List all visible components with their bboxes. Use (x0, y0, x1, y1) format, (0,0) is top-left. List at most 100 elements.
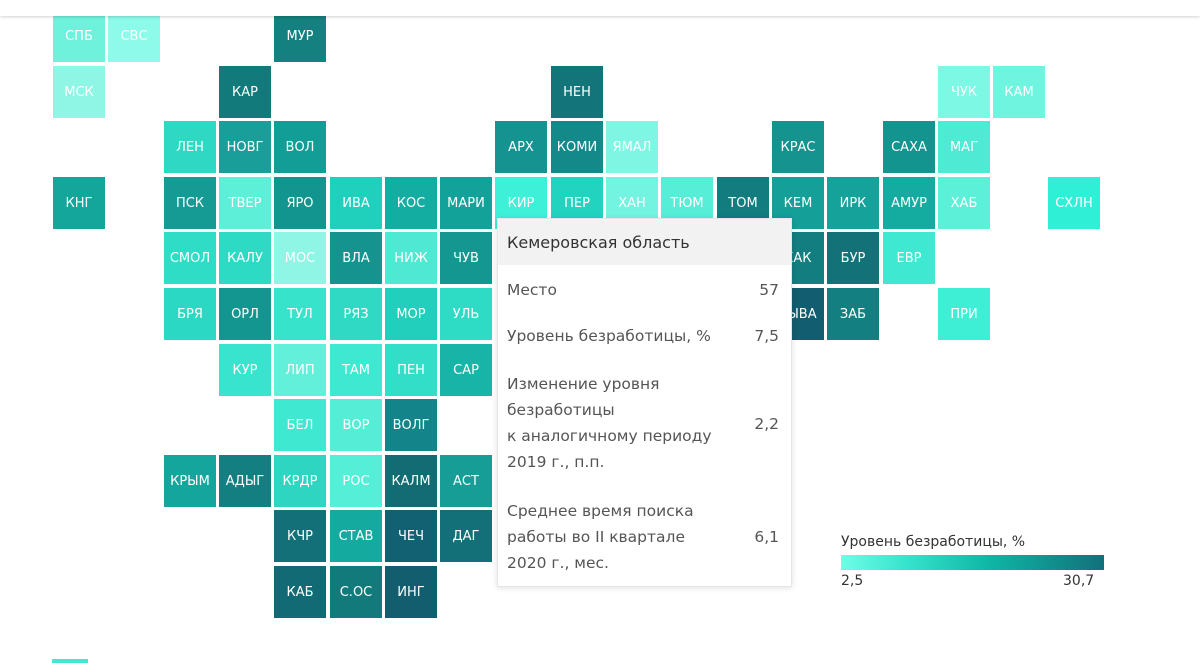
region-tile-label: ИВА (342, 195, 370, 211)
region-tile-label: ТВЕР (228, 195, 262, 211)
region-tile-label: БУР (840, 250, 866, 266)
region-tile[interactable]: ЕВР (883, 232, 935, 284)
region-tile[interactable]: КОМИ (551, 121, 603, 173)
region-tile[interactable]: КРДР (274, 455, 326, 507)
region-tile[interactable]: ВОЛ (274, 121, 326, 173)
region-tile[interactable]: ОРЛ (219, 288, 271, 340)
region-tile-label: МАГ (949, 139, 979, 155)
region-tile[interactable]: КНГ (53, 177, 105, 229)
region-tile-label: САР (453, 362, 479, 378)
tooltip-label: Место (507, 281, 557, 299)
legend-title: Уровень безработицы, % (841, 534, 1026, 550)
region-tile[interactable]: ЗАБ (827, 288, 879, 340)
region-tile[interactable]: МАРИ (440, 177, 492, 229)
region-tile[interactable]: РОС (330, 455, 382, 507)
region-tile-label: КОМИ (556, 139, 598, 155)
region-tile[interactable]: МСК (53, 66, 105, 118)
region-tile[interactable]: КОС (385, 177, 437, 229)
region-tile-label: ПЕН (397, 362, 425, 378)
region-tile[interactable]: ВЛА (330, 232, 382, 284)
region-tile[interactable]: ТУЛ (274, 288, 326, 340)
region-tile[interactable]: БУР (827, 232, 879, 284)
region-tile-label: ЕВР (896, 250, 922, 266)
region-tile[interactable]: САР (440, 344, 492, 396)
region-tile[interactable]: ТВЕР (219, 177, 271, 229)
region-tile[interactable]: УЛЬ (440, 288, 492, 340)
region-tile[interactable]: ПРИ (938, 288, 990, 340)
legend-min-label: 2,5 (841, 573, 864, 589)
region-tile-label: КОС (396, 195, 426, 211)
region-tile[interactable]: КАЛУ (219, 232, 271, 284)
region-tile[interactable]: РЯЗ (330, 288, 382, 340)
region-tile[interactable]: КРАС (772, 121, 824, 173)
region-tile[interactable]: ХАБ (938, 177, 990, 229)
region-tile[interactable]: ЧУВ (440, 232, 492, 284)
region-tile-label: ЛЕН (176, 139, 204, 155)
region-tile[interactable]: ПСК (164, 177, 216, 229)
region-tile[interactable]: ЯРО (274, 177, 326, 229)
region-tile[interactable]: ИРК (827, 177, 879, 229)
region-tile-label: МАРИ (447, 195, 485, 211)
region-tile-label: ТЮМ (670, 195, 704, 211)
region-tile-label: СТАВ (338, 528, 374, 544)
region-tile[interactable]: САХА (883, 121, 935, 173)
region-tile[interactable]: ВОР (330, 399, 382, 451)
region-tile[interactable]: КАМ (993, 66, 1045, 118)
tooltip-label: Изменение уровня безработицы к аналогичн… (507, 375, 712, 471)
region-tile-label: АМУР (891, 195, 927, 211)
region-tile-label: ТАМ (341, 362, 371, 378)
region-tile[interactable]: СХЛН (1048, 177, 1100, 229)
region-tile-label: ЧУВ (453, 250, 479, 266)
region-tile[interactable]: ЯМАЛ (606, 121, 658, 173)
region-tile[interactable]: ДАГ (440, 510, 492, 562)
region-tile[interactable]: ЧЕЧ (385, 510, 437, 562)
region-tile[interactable]: СТАВ (330, 510, 382, 562)
region-tile[interactable]: БРЯ (164, 288, 216, 340)
region-tile[interactable]: КРЫМ (164, 455, 216, 507)
region-tile[interactable]: КАБ (274, 566, 326, 618)
region-tile[interactable]: ТАМ (330, 344, 382, 396)
region-tile[interactable]: СВС (108, 10, 160, 62)
region-tile[interactable]: ЛИП (274, 344, 326, 396)
region-tile[interactable]: ИВА (330, 177, 382, 229)
region-tile[interactable]: КАР (219, 66, 271, 118)
region-tile[interactable]: МУР (274, 10, 326, 62)
region-tile[interactable]: НЕН (551, 66, 603, 118)
region-tile[interactable]: АСТ (440, 455, 492, 507)
footer-marker (52, 659, 88, 663)
region-tile[interactable]: МОС (274, 232, 326, 284)
region-tile[interactable]: НОВГ (219, 121, 271, 173)
region-tile-label: КАЛУ (227, 250, 263, 266)
region-tile[interactable]: СМОЛ (164, 232, 216, 284)
region-tile[interactable]: ЛЕН (164, 121, 216, 173)
region-tile-label: КЧР (287, 528, 313, 544)
region-tile[interactable]: КАЛМ (385, 455, 437, 507)
region-tile-label: МСК (64, 84, 94, 100)
region-tile[interactable]: С.ОС (330, 566, 382, 618)
tooltip-region-name: Кемеровская область (498, 219, 791, 265)
region-tile-label: КАМ (1004, 84, 1034, 100)
region-tile[interactable]: ПЕН (385, 344, 437, 396)
region-tile[interactable]: МАГ (938, 121, 990, 173)
region-tile[interactable]: ВОЛГ (385, 399, 437, 451)
region-tile-label: ДАГ (452, 528, 480, 544)
region-tile[interactable]: АДЫГ (219, 455, 271, 507)
region-tile[interactable]: КУР (219, 344, 271, 396)
region-tile-label: ПРИ (950, 306, 978, 322)
region-tile-label: ВОЛ (285, 139, 315, 155)
region-tile[interactable]: ИНГ (385, 566, 437, 618)
region-tile[interactable]: АРХ (495, 121, 547, 173)
region-tile-label: СХЛН (1055, 195, 1093, 211)
region-tile[interactable]: БЕЛ (274, 399, 326, 451)
region-tile-label: ПСК (175, 195, 205, 211)
region-tile[interactable]: МОР (385, 288, 437, 340)
region-tile[interactable]: ЧУК (938, 66, 990, 118)
region-tile-label: СВС (120, 28, 148, 44)
region-tile[interactable]: СПБ (53, 10, 105, 62)
region-tile[interactable]: КЧР (274, 510, 326, 562)
region-tile-label: МОС (284, 250, 316, 266)
region-tile-label: КРЫМ (170, 473, 210, 489)
region-tile[interactable]: АМУР (883, 177, 935, 229)
region-tile[interactable]: НИЖ (385, 232, 437, 284)
region-tile-label: ХАБ (950, 195, 978, 211)
